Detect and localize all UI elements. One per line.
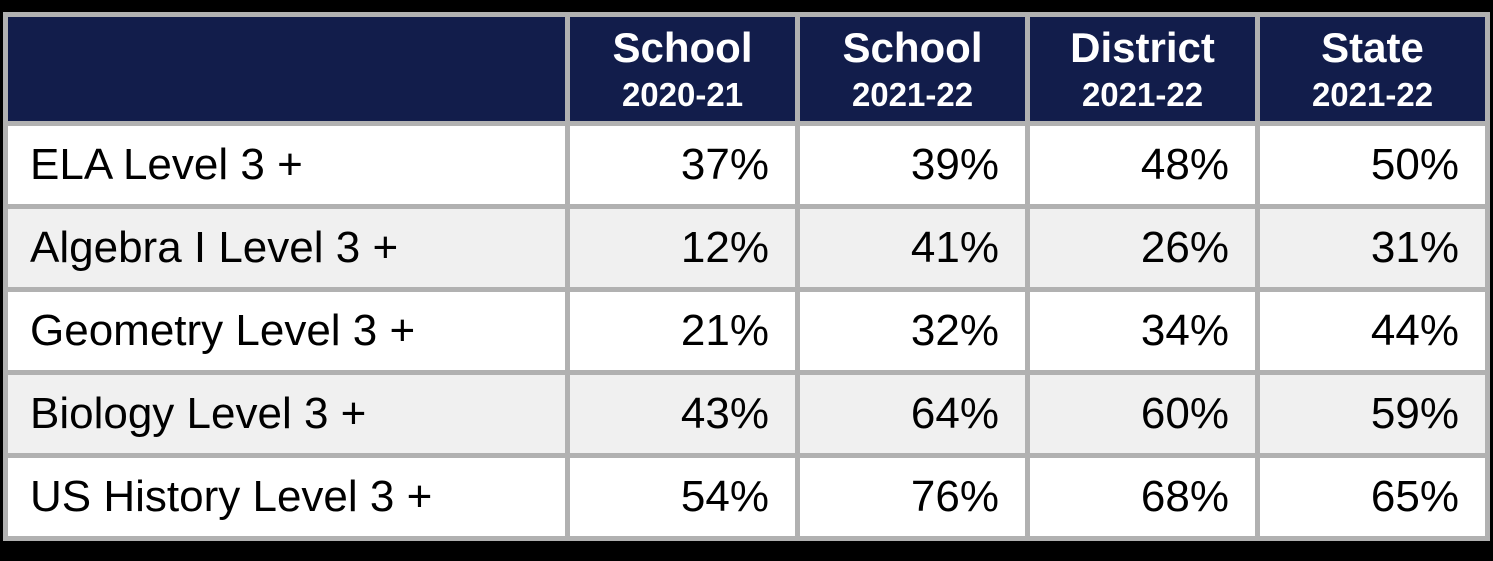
row-label: Algebra I Level 3 + (8, 209, 565, 287)
value-cell: 21% (570, 292, 795, 370)
header-cell-empty (8, 17, 565, 121)
header-cell-school-2020-21: School 2020-21 (570, 17, 795, 121)
value-cell: 68% (1030, 458, 1255, 536)
table-row-biology: Biology Level 3 + 43% 64% 60% 59% (8, 375, 1485, 453)
value-cell: 39% (800, 126, 1025, 204)
assessment-results-table: School 2020-21 School 2021-22 District 2… (3, 12, 1490, 541)
row-label: US History Level 3 + (8, 458, 565, 536)
column-title: State (1321, 23, 1424, 71)
column-title: District (1070, 23, 1215, 71)
value-cell: 54% (570, 458, 795, 536)
column-title: School (612, 23, 753, 71)
column-subtitle: 2021-22 (1311, 75, 1434, 113)
value-cell: 37% (570, 126, 795, 204)
table-body: ELA Level 3 + 37% 39% 48% 50% Algebra I … (8, 126, 1485, 536)
value-cell: 76% (800, 458, 1025, 536)
table-row-algebra-1: Algebra I Level 3 + 12% 41% 26% 31% (8, 209, 1485, 287)
row-label: Biology Level 3 + (8, 375, 565, 453)
header-row: School 2020-21 School 2021-22 District 2… (8, 17, 1485, 121)
value-cell: 59% (1260, 375, 1485, 453)
table-header: School 2020-21 School 2021-22 District 2… (8, 17, 1485, 121)
value-cell: 43% (570, 375, 795, 453)
header-cell-district-2021-22: District 2021-22 (1030, 17, 1255, 121)
value-cell: 34% (1030, 292, 1255, 370)
table-row-us-history: US History Level 3 + 54% 76% 68% 65% (8, 458, 1485, 536)
header-cell-school-2021-22: School 2021-22 (800, 17, 1025, 121)
table-row-ela: ELA Level 3 + 37% 39% 48% 50% (8, 126, 1485, 204)
row-label: Geometry Level 3 + (8, 292, 565, 370)
value-cell: 31% (1260, 209, 1485, 287)
column-subtitle: 2021-22 (851, 75, 974, 113)
value-cell: 12% (570, 209, 795, 287)
value-cell: 64% (800, 375, 1025, 453)
value-cell: 60% (1030, 375, 1255, 453)
column-subtitle: 2020-21 (621, 75, 744, 113)
header-cell-state-2021-22: State 2021-22 (1260, 17, 1485, 121)
column-title: School (842, 23, 983, 71)
row-label: ELA Level 3 + (8, 126, 565, 204)
value-cell: 50% (1260, 126, 1485, 204)
value-cell: 26% (1030, 209, 1255, 287)
column-subtitle: 2021-22 (1081, 75, 1204, 113)
value-cell: 41% (800, 209, 1025, 287)
value-cell: 32% (800, 292, 1025, 370)
value-cell: 44% (1260, 292, 1485, 370)
value-cell: 65% (1260, 458, 1485, 536)
table-row-geometry: Geometry Level 3 + 21% 32% 34% 44% (8, 292, 1485, 370)
value-cell: 48% (1030, 126, 1255, 204)
